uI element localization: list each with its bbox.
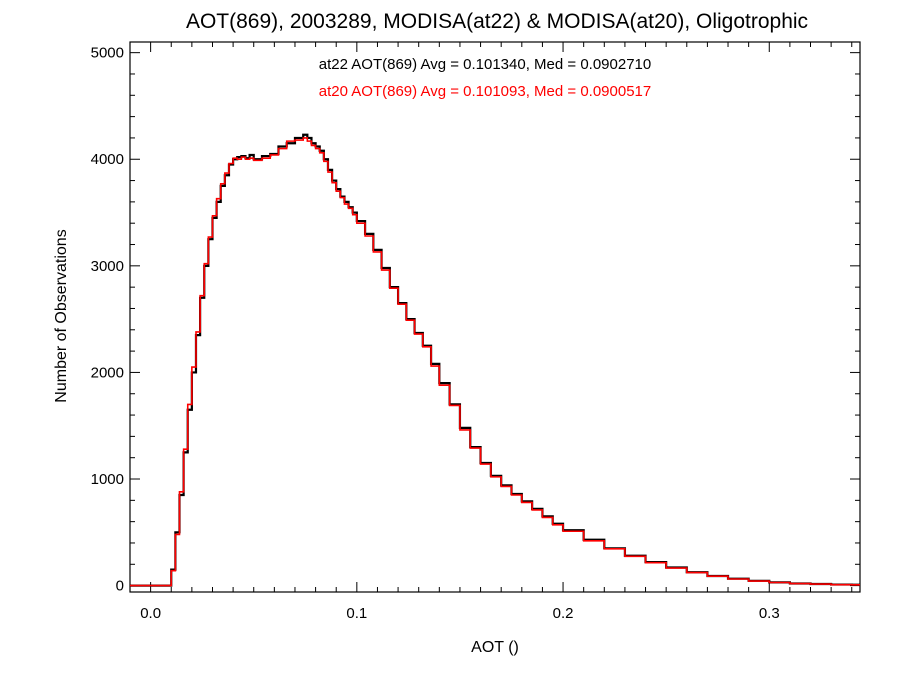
- x-tick-label: 0.1: [346, 605, 367, 622]
- x-tick-label: 0.0: [140, 605, 161, 622]
- tick-labels: 0.0 0.1 0.2 0.3 0 1000 2000 3000 4000 5000: [91, 45, 780, 622]
- x-tick-label: 0.2: [553, 605, 574, 622]
- plot-frame: [129, 41, 861, 593]
- annotation-at20-stats: at20 AOT(869) Avg = 0.101093, Med = 0.09…: [319, 83, 651, 100]
- series-at20-line: [130, 137, 860, 587]
- y-axis-label: Number of Observations: [53, 229, 70, 402]
- series-layer: [130, 133, 860, 587]
- y-tick-label: 0: [116, 578, 124, 595]
- series-at22-line: [130, 133, 860, 587]
- x-axis-label: AOT (): [471, 639, 519, 656]
- y-tick-label: 5000: [91, 45, 124, 62]
- axis-ticks: [129, 42, 860, 592]
- x-tick-label: 0.3: [759, 605, 780, 622]
- chart-title: AOT(869), 2003289, MODISA(at22) & MODISA…: [186, 10, 808, 33]
- y-tick-label: 3000: [91, 258, 124, 275]
- y-tick-label: 4000: [91, 151, 124, 168]
- y-tick-label: 2000: [91, 364, 124, 381]
- annotation-at22-stats: at22 AOT(869) Avg = 0.101340, Med = 0.09…: [319, 56, 651, 73]
- y-tick-label: 1000: [91, 471, 124, 488]
